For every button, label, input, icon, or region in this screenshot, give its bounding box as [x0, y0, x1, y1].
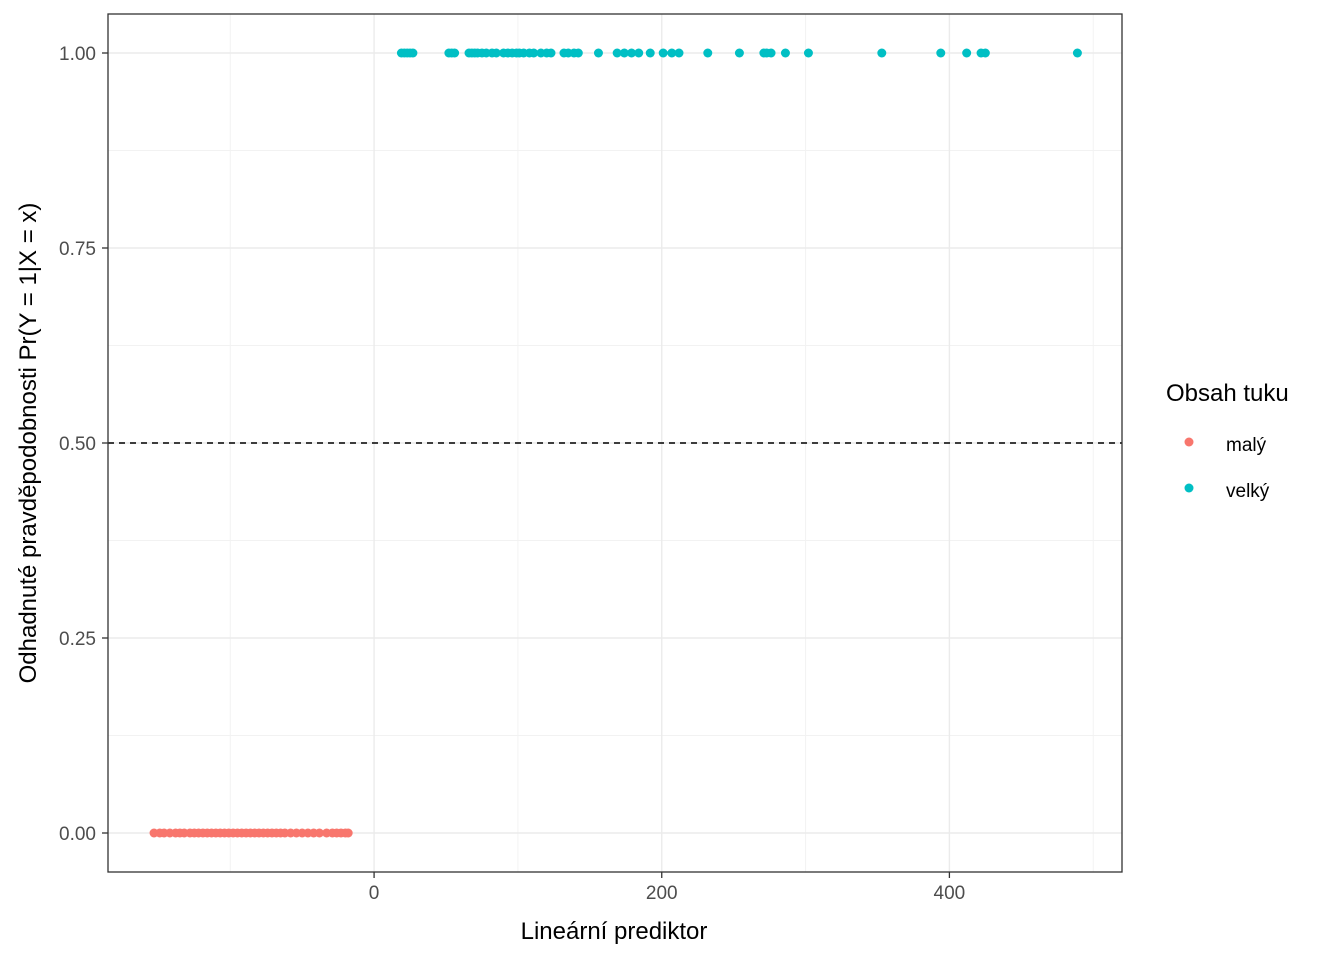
- y-tick-label-1: 0.25: [59, 629, 96, 650]
- point-velky-15: [491, 48, 501, 58]
- point-velky-40: [703, 48, 713, 58]
- x-tick-label-0: 0: [369, 883, 380, 904]
- x-axis-ticks: 0 200 400: [369, 872, 965, 904]
- point-velky-31: [593, 48, 603, 58]
- point-velky-49: [962, 48, 972, 58]
- y-tick-label-0: 0.00: [59, 824, 96, 845]
- x-tick-label-1: 200: [646, 883, 678, 904]
- legend-label-velky: velký: [1226, 481, 1270, 502]
- point-velky-34: [627, 48, 637, 58]
- y-tick-label-3: 0.75: [59, 239, 96, 260]
- point-velky-46: [803, 48, 813, 58]
- point-velky-35: [634, 48, 644, 58]
- grid-minor: [108, 14, 1122, 872]
- point-velky-26: [546, 48, 556, 58]
- x-axis-title: Lineární prediktor: [521, 918, 708, 945]
- y-axis-ticks: 0.00 0.25 0.50 0.75 1.00: [59, 44, 108, 845]
- point-velky-36: [645, 48, 655, 58]
- y-axis-title: Odhadnuté pravděpodobnosti Pr(Y = 1|X = …: [15, 203, 42, 684]
- point-velky-39: [674, 48, 684, 58]
- point-velky-4: [408, 48, 418, 58]
- legend: Obsah tuku malý velký: [1166, 380, 1289, 502]
- y-tick-label-4: 1.00: [59, 44, 96, 65]
- point-velky-41: [734, 48, 744, 58]
- y-tick-label-2: 0.50: [59, 434, 96, 455]
- point-velky-48: [936, 48, 946, 58]
- point-velky-33: [619, 48, 629, 58]
- point-velky-52: [1072, 48, 1082, 58]
- data-points: [149, 48, 1082, 838]
- point-velky-38: [667, 48, 677, 58]
- legend-key-maly: [1184, 437, 1194, 447]
- x-tick-label-2: 400: [934, 883, 966, 904]
- point-maly-35: [314, 828, 324, 838]
- legend-label-maly: malý: [1226, 435, 1267, 456]
- point-velky-44: [766, 48, 776, 58]
- point-velky-32: [612, 48, 622, 58]
- point-velky-47: [877, 48, 887, 58]
- point-velky-45: [780, 48, 790, 58]
- point-maly-41: [343, 828, 353, 838]
- legend-key-velky: [1184, 483, 1194, 493]
- point-velky-7: [450, 48, 460, 58]
- point-velky-23: [529, 48, 539, 58]
- legend-title: Obsah tuku: [1166, 380, 1289, 407]
- point-velky-30: [573, 48, 583, 58]
- point-velky-51: [980, 48, 990, 58]
- point-velky-37: [658, 48, 668, 58]
